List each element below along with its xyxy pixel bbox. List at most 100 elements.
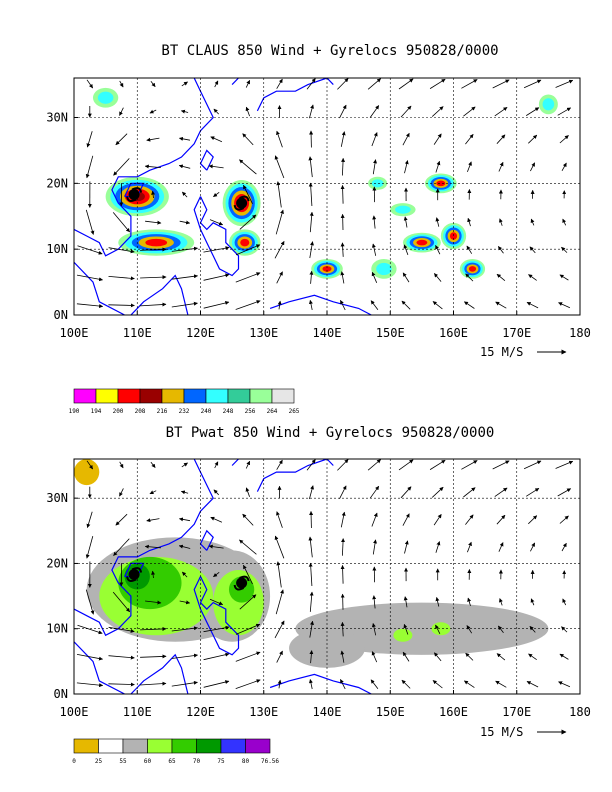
claus-gyre-centers [126, 187, 250, 211]
claus-x-ticks: 100E 110E 120E 130E 140E 150E 160E 170E 180 [60, 311, 591, 340]
x-tick-label: 130E [249, 326, 278, 340]
x-tick-label: 140E [313, 326, 342, 340]
wind-vector [340, 679, 346, 690]
x-tick-label: 100E [60, 326, 89, 340]
wind-vector [239, 594, 257, 610]
wind-vector [461, 460, 478, 470]
wind-vector [275, 589, 284, 615]
wind-vector [181, 81, 188, 87]
wind-vector [431, 486, 444, 498]
wind-vector [235, 623, 261, 635]
wind-vector [435, 217, 440, 227]
wind-vector [555, 460, 574, 469]
colorbar-swatch [122, 738, 148, 754]
claus-vector-reference: 15 M/S [480, 345, 567, 359]
wind-vector [276, 650, 283, 663]
wind-vector [209, 598, 224, 606]
wind-vector [499, 218, 503, 226]
wind-vector [340, 131, 346, 147]
wind-vector [525, 487, 540, 497]
wind-vector [561, 246, 568, 253]
colorbar-swatch [271, 388, 295, 404]
wind-vector [561, 542, 567, 552]
wind-vector [371, 132, 378, 147]
x-tick-label: 150E [376, 705, 405, 719]
wind-vector [276, 561, 282, 588]
wind-vector [562, 218, 567, 226]
wind-vector [112, 212, 131, 233]
wind-vector [85, 535, 94, 559]
wind-vector [308, 299, 313, 310]
wind-vector [180, 490, 189, 495]
wind-vector [140, 247, 167, 252]
wind-vector [372, 595, 377, 609]
coastline-segment [130, 274, 189, 315]
wind-vector [178, 544, 191, 549]
x-tick-label: 100E [60, 705, 89, 719]
wind-vector [151, 190, 156, 199]
wind-vector [113, 158, 130, 176]
wind-vector [179, 220, 191, 225]
claus-y-ticks: 0N 10N 20N 30N [46, 111, 78, 322]
moisture-region [74, 459, 100, 486]
wind-vector [558, 681, 571, 688]
wind-vector [372, 159, 378, 175]
wind-vector [213, 191, 220, 198]
x-tick-label: 120E [186, 705, 215, 719]
wind-vector [235, 300, 261, 310]
cloud-region [376, 262, 392, 275]
wind-vector [497, 625, 504, 634]
x-tick-label: 110E [123, 705, 152, 719]
colorbar-swatch [73, 388, 97, 404]
y-tick-label: 10N [46, 242, 68, 256]
wind-vector [171, 246, 198, 252]
colorbar-swatch [147, 738, 173, 754]
colorbar-swatch [98, 738, 124, 754]
wind-vector [528, 653, 537, 661]
wind-vector [149, 109, 157, 114]
wind-vector [203, 301, 230, 309]
wind-vector [203, 273, 230, 281]
wind-vector [467, 161, 472, 173]
wind-vector [340, 271, 345, 284]
wind-vector [403, 216, 408, 228]
wind-vector [306, 459, 316, 471]
wind-vector [562, 598, 567, 606]
coastline-segment [199, 149, 214, 171]
wind-vector [235, 244, 261, 256]
wind-vector [140, 654, 167, 659]
wind-vector [144, 164, 161, 169]
wind-vector [467, 597, 472, 607]
x-tick-label: 180 [569, 326, 591, 340]
wind-vector [274, 620, 285, 639]
wind-vector [433, 273, 442, 282]
wind-vector [245, 106, 250, 117]
wind-vector [150, 80, 156, 88]
coastline-segment [231, 78, 239, 86]
y-tick-label: 20N [46, 176, 68, 190]
wind-vector [146, 137, 160, 142]
wind-vector [492, 460, 510, 470]
wind-vector [145, 600, 162, 605]
wind-vector [171, 626, 198, 632]
wind-vector [497, 246, 504, 254]
wind-vector [557, 107, 572, 116]
cloud-region [371, 179, 384, 188]
wind-vector [243, 564, 253, 585]
wind-vector [559, 135, 569, 144]
colorbar-swatch [171, 738, 197, 754]
wind-vector [402, 272, 410, 283]
claus-panel: BT CLAUS 850 Wind + Gyrelocs 950828/0000… [46, 43, 591, 415]
wind-vector [182, 191, 188, 198]
colorbar-swatch [73, 738, 99, 754]
wind-vector [465, 652, 474, 661]
wind-vector [214, 461, 219, 469]
coastline-segment [199, 529, 214, 551]
wind-vector [398, 78, 414, 90]
wind-vector [435, 245, 441, 255]
wind-vector [77, 245, 103, 255]
wind-vector [140, 302, 167, 307]
wind-vector [340, 299, 346, 311]
wind-vector [435, 597, 440, 607]
wind-vector [274, 155, 285, 179]
